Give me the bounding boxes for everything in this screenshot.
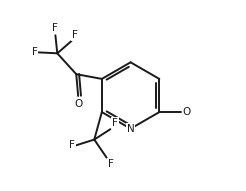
Text: F: F	[52, 23, 58, 33]
Text: F: F	[31, 47, 37, 57]
Text: F: F	[72, 30, 78, 40]
Text: F: F	[108, 159, 113, 168]
Text: N: N	[127, 124, 135, 134]
Text: F: F	[69, 140, 75, 150]
Text: O: O	[74, 99, 82, 109]
Text: F: F	[112, 118, 118, 128]
Text: O: O	[183, 107, 191, 117]
